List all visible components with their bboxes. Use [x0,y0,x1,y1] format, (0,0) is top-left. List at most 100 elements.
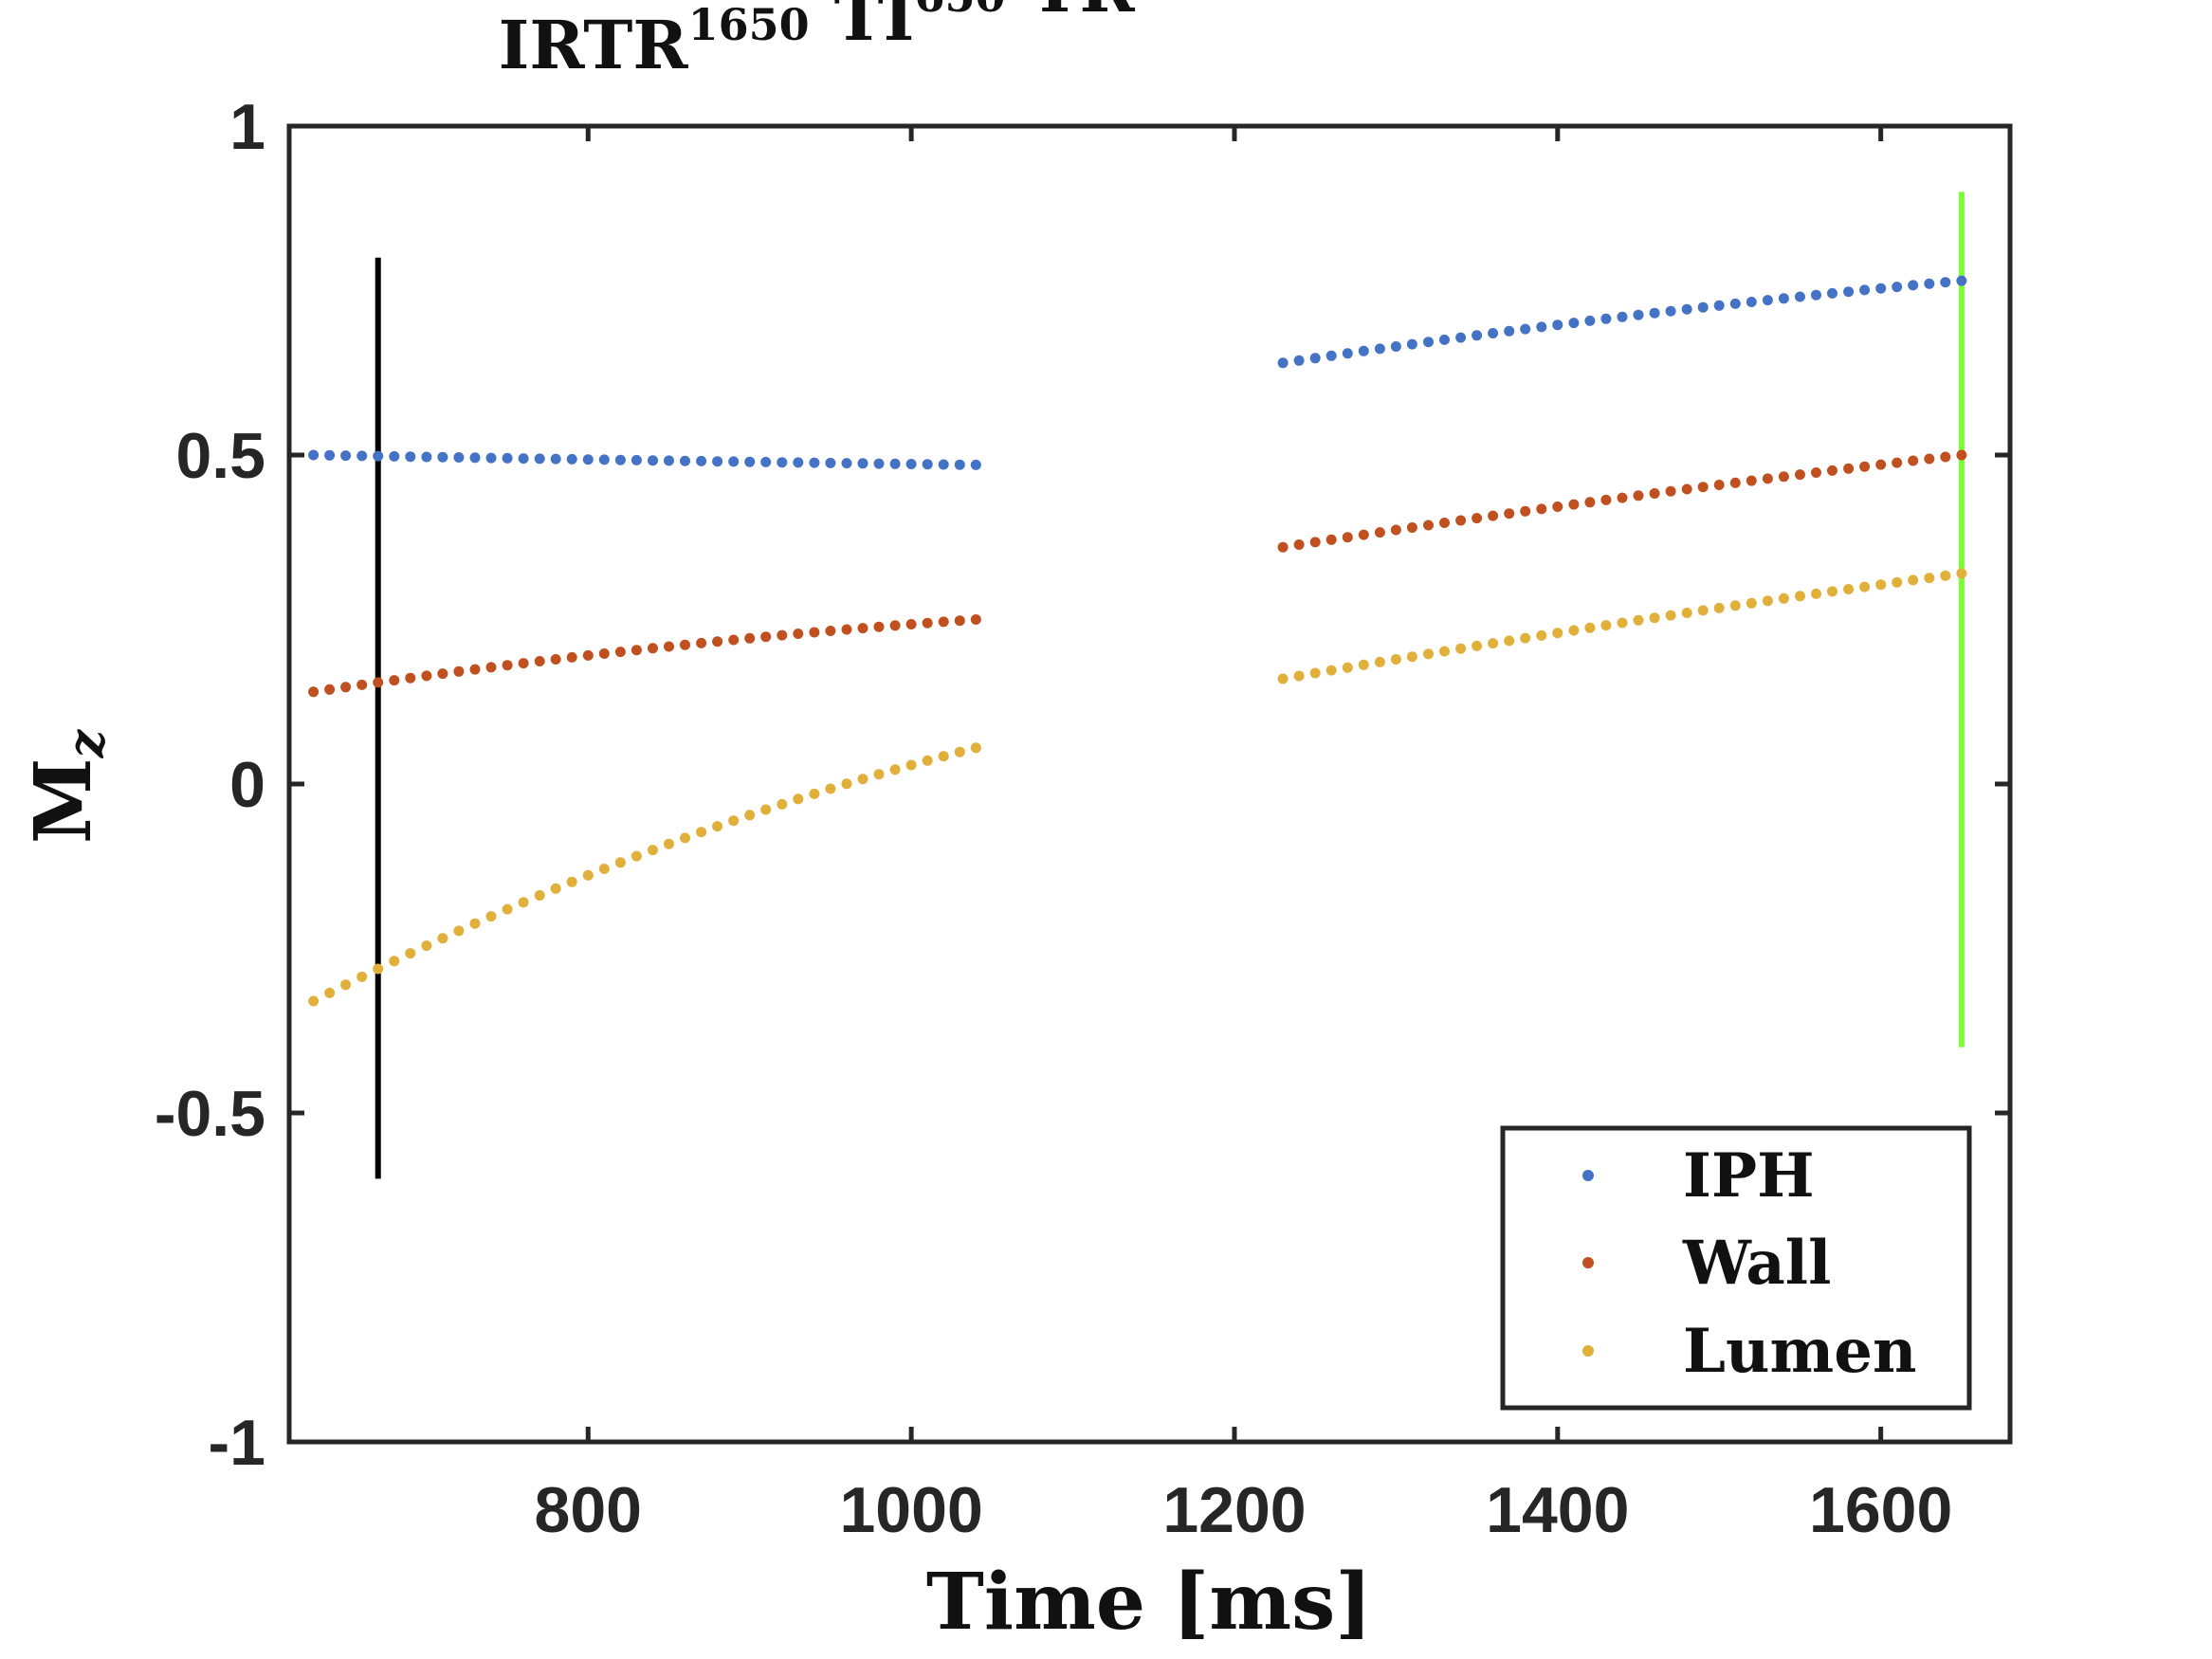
data-point [970,742,981,754]
data-point [954,746,965,757]
data-point [1746,475,1757,486]
data-point [1940,277,1951,288]
data-point [1859,284,1871,296]
data-point [1406,338,1417,350]
data-point [857,623,868,634]
data-point [389,450,400,462]
data-point [777,457,788,468]
data-point [1455,643,1467,654]
data-point [696,455,707,466]
data-point [534,656,545,666]
data-point [1342,348,1353,359]
data-point [1439,334,1450,345]
data-point [1697,301,1709,313]
data-point [1342,532,1353,543]
data-point [437,451,448,463]
data-point [1762,595,1773,607]
data-point [1568,499,1580,510]
data-point [1584,622,1596,633]
data-point [1843,584,1855,594]
data-point [1811,289,1821,301]
data-point [873,621,885,632]
data-point [648,845,658,856]
x-tick-label: 1400 [1486,1474,1629,1546]
data-point [825,626,836,636]
data-point [1859,581,1871,592]
data-point [809,627,820,638]
data-point [1617,492,1628,503]
y-tick-label: -1 [209,1407,265,1479]
data-point [566,876,577,887]
title-part-1: TI [834,0,915,56]
vertical-markers [375,191,1965,1179]
legend-marker-iph [1582,1170,1594,1181]
data-point [421,451,432,463]
data-point [518,897,529,908]
data-point [1277,541,1289,553]
data-point [534,890,545,901]
data-point [389,956,400,967]
data-point [1924,573,1935,584]
data-point [453,452,465,463]
x-tick-label: 1200 [1162,1474,1306,1546]
data-point [1520,505,1531,517]
data-point [598,454,610,465]
data-point [841,778,852,790]
data-point [873,769,885,780]
data-point [340,979,352,991]
data-point [841,458,852,469]
data-point [793,457,804,468]
data-point [889,458,901,469]
data-point [1746,297,1757,307]
data-point [469,452,481,464]
data-point [809,788,820,799]
data-point [760,456,772,467]
data-point [1681,303,1692,315]
data-point [889,764,901,775]
data-point [922,755,933,766]
data-point [1713,602,1725,613]
data-point [1617,311,1628,322]
data-point [502,903,513,915]
data-point [582,649,594,661]
data-point [631,850,642,862]
data-point [970,614,981,625]
data-point [550,883,561,894]
data-point [696,827,707,838]
data-point [308,995,320,1007]
data-point [1843,463,1855,474]
data-point [760,631,772,643]
data-point [614,857,626,868]
data-point [1552,319,1563,331]
data-point [1325,665,1337,676]
data-point [1293,670,1305,682]
data-point [373,450,384,462]
data-point [1681,483,1692,495]
data-point [1665,305,1676,317]
data-point [421,940,432,952]
data-point [502,660,513,671]
data-point [1617,617,1628,629]
data-point [1488,638,1499,649]
data-point [453,925,465,937]
legend-box [1500,1125,1972,1411]
series-lumen [308,568,1967,1007]
data-point [664,641,674,652]
data-point [712,456,723,467]
data-point [1795,591,1805,602]
data-point [1697,482,1709,493]
data-point [841,624,852,635]
data-point [405,451,416,463]
data-point [1778,471,1789,483]
data-point [1584,315,1596,326]
data-point [469,918,481,929]
data-point [696,637,707,648]
data-point [938,751,949,762]
data-point [1778,293,1789,304]
data-point [1811,588,1821,599]
data-point [1390,654,1401,665]
data-point [1908,574,1919,586]
data-point [1406,651,1417,663]
data-point [1795,291,1805,302]
data-point [631,645,642,656]
